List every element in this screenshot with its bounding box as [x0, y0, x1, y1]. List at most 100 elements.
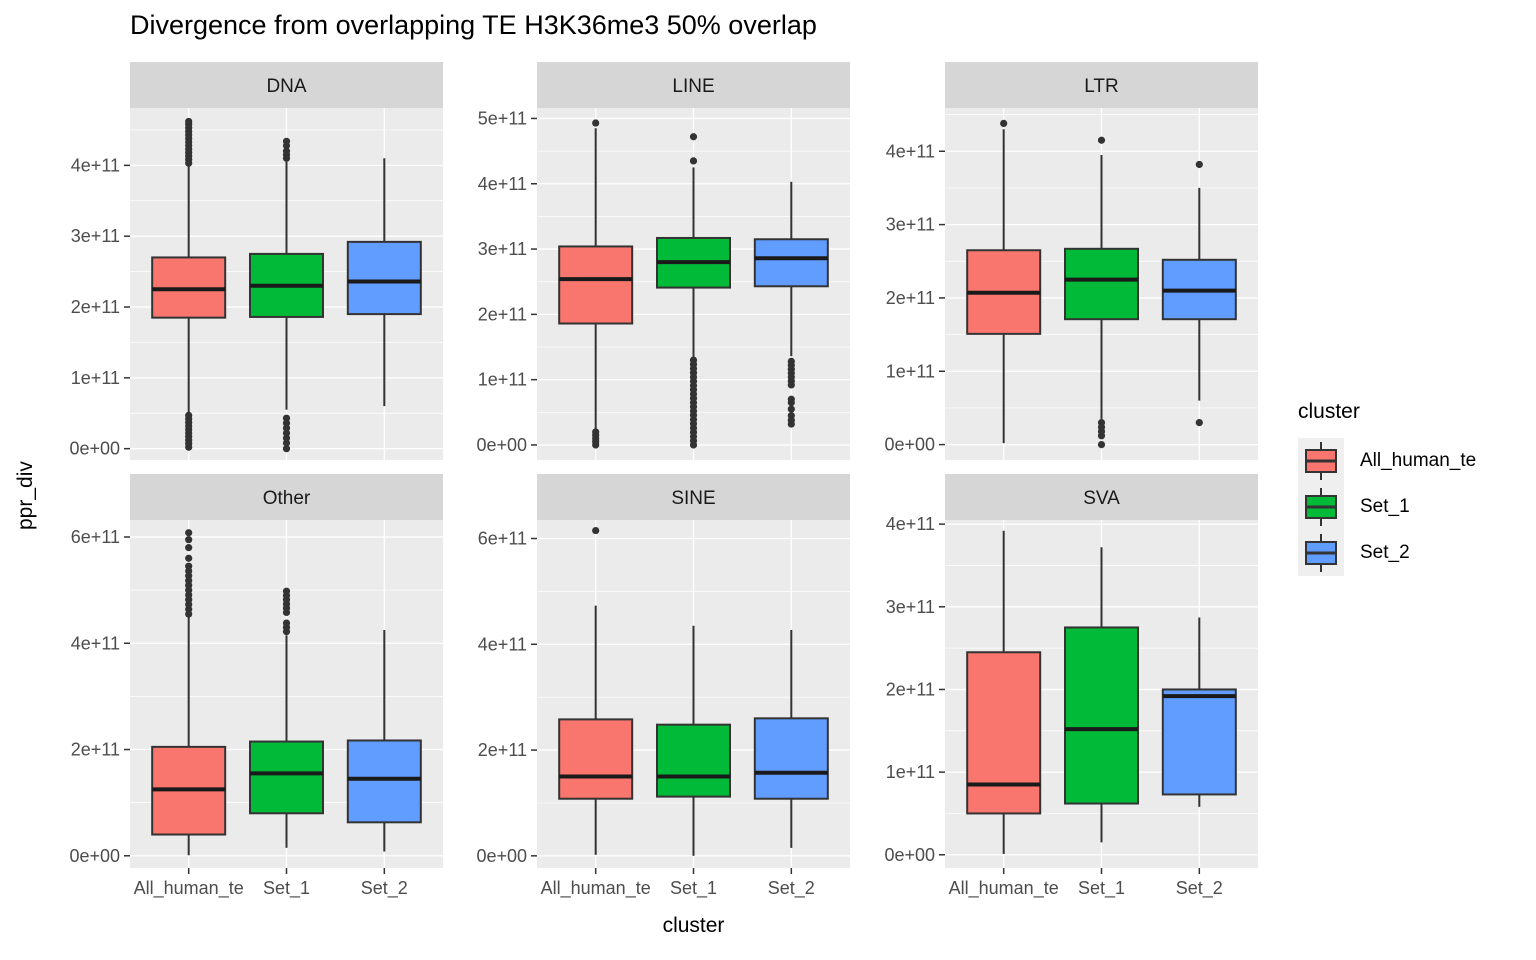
- outlier-point: [592, 428, 600, 436]
- y-tick-label: 0e+00: [476, 435, 527, 455]
- outlier-point: [282, 419, 291, 427]
- y-tick-label: 3e+11: [478, 239, 527, 259]
- y-tick-label: 1e+11: [886, 762, 935, 782]
- outlier-point: [689, 356, 698, 364]
- box-SINE-All_human_te: [558, 526, 634, 855]
- box-SVA-Set_2: [1161, 617, 1237, 807]
- facet-DNA: DNA 0e+00 1e+11 2e+11 3e+11 4e+11: [69, 62, 443, 460]
- box-DNA-Set_1: [249, 137, 324, 453]
- page-title: Divergence from overlapping TE H3K36me3 …: [130, 10, 817, 40]
- outlier-point: [185, 544, 193, 552]
- x-tick-label: Set_1: [670, 878, 717, 899]
- facet-SINE: SINE 0e+00 2e+11 4e+11 6e+11 All_human_te Set_…: [476, 474, 850, 899]
- facet-Other: Other 0e+00 2e+11 4e+11 6e+11 All_human_te Set…: [69, 474, 443, 899]
- y-tick-label: 2e+11: [71, 297, 120, 317]
- outlier-point: [787, 395, 795, 403]
- y-tick-label: 0e+00: [476, 846, 527, 866]
- facet-LTR: LTR 0e+00 1e+11 2e+11 3e+11 4e+11: [884, 62, 1258, 460]
- legend-title: cluster: [1298, 400, 1360, 423]
- facet-strip: [130, 62, 443, 108]
- facet-SVA: SVA 0e+00 1e+11 2e+11 3e+11 4e+11 All_human_te…: [884, 474, 1258, 899]
- y-tick-label: 2e+11: [886, 288, 935, 308]
- y-tick-label: 2e+11: [478, 740, 527, 760]
- x-tick-label: All_human_te: [949, 878, 1059, 899]
- outlier-point: [689, 133, 698, 141]
- outlier-point: [282, 587, 291, 595]
- y-tick-label: 1e+11: [886, 361, 935, 381]
- y-tick-label: 4e+11: [478, 634, 527, 654]
- box-DNA-Set_2: [346, 158, 422, 407]
- y-tick-label: 0e+00: [69, 846, 120, 866]
- x-tick-label: Set_2: [768, 878, 815, 899]
- y-tick-label: 5e+11: [478, 108, 527, 128]
- box-LINE-All_human_te: [558, 119, 634, 449]
- facet-strip-label: LTR: [1084, 76, 1118, 97]
- box-LTR-All_human_te: [966, 119, 1042, 444]
- outlier-point: [185, 562, 193, 570]
- y-tick-label: 6e+11: [71, 527, 120, 547]
- outlier-point: [185, 554, 193, 562]
- box-LINE-Set_1: [656, 133, 731, 449]
- outlier-point: [185, 529, 193, 537]
- facet-strip-label: SVA: [1083, 488, 1120, 509]
- box-DNA-All_human_te: [151, 117, 227, 451]
- outlier-point: [282, 137, 291, 145]
- outlier-point: [787, 357, 795, 365]
- facet-strip: [537, 62, 850, 108]
- legend-item-all-human-te: All_human_te: [1298, 438, 1476, 484]
- outlier-point: [787, 411, 795, 420]
- box-LINE-Set_2: [753, 181, 829, 428]
- y-tick-label: 4e+11: [71, 155, 120, 175]
- box-SINE-Set_2: [753, 630, 829, 848]
- outlier-point: [1097, 419, 1106, 427]
- outlier-point: [1195, 419, 1203, 427]
- outlier-point: [282, 147, 291, 155]
- box-Other-Set_2: [346, 629, 422, 852]
- x-tick-label: Set_1: [263, 878, 310, 899]
- facet-LINE: LINE 0e+00 1e+11 2e+11 3e+11 4e+11 5e+11: [476, 62, 850, 460]
- boxplot-key-icon: [1298, 484, 1344, 530]
- outlier-point: [787, 405, 795, 413]
- box-Other-Set_1: [249, 587, 324, 848]
- facet-strip-label: SINE: [671, 488, 715, 509]
- legend-item-set-2: Set_2: [1298, 530, 1476, 576]
- x-tick-label: All_human_te: [541, 878, 651, 899]
- outlier-point: [282, 429, 291, 437]
- x-tick-label: Set_1: [1078, 878, 1125, 899]
- y-tick-label: 6e+11: [478, 529, 527, 549]
- boxplot-chart: DNA 0e+00 1e+11 2e+11 3e+11 4e+11 LINE 0e+00 1e+…: [69, 62, 1258, 899]
- y-tick-label: 4e+11: [71, 633, 120, 653]
- boxplot-key-icon: [1298, 438, 1344, 484]
- outlier-point: [185, 411, 193, 419]
- outlier-point: [592, 526, 600, 535]
- y-tick-label: 0e+00: [884, 435, 935, 455]
- outlier-point: [1000, 119, 1008, 127]
- y-tick-label: 3e+11: [886, 215, 935, 235]
- box-LTR-Set_1: [1064, 136, 1139, 449]
- facet-strip-label: Other: [263, 488, 311, 509]
- y-tick-label: 1e+11: [71, 368, 120, 388]
- y-tick-label: 1e+11: [478, 370, 527, 390]
- y-axis-title: ppr_div: [14, 461, 37, 530]
- y-tick-label: 3e+11: [886, 597, 935, 617]
- x-tick-label: Set_2: [361, 878, 408, 899]
- x-tick-label: Set_2: [1176, 878, 1223, 899]
- outlier-point: [282, 424, 291, 432]
- legend-item-label: Set_2: [1360, 542, 1410, 563]
- box-LTR-Set_2: [1161, 160, 1237, 427]
- legend-item-label: All_human_te: [1360, 450, 1477, 471]
- facet-strip: [945, 474, 1258, 520]
- box-SVA-Set_1: [1064, 547, 1139, 843]
- legend: cluster All_human_te Set_1: [1298, 400, 1476, 576]
- y-tick-label: 0e+00: [884, 845, 935, 865]
- outlier-point: [185, 536, 193, 544]
- facet-strip-label: DNA: [266, 76, 306, 97]
- box-Other-All_human_te: [151, 529, 227, 856]
- box-SVA-All_human_te: [966, 530, 1042, 854]
- outlier-point: [282, 434, 291, 442]
- outlier-point: [1097, 136, 1106, 144]
- outlier-point: [282, 619, 291, 627]
- outlier-point: [1097, 441, 1106, 449]
- outlier-point: [282, 439, 291, 447]
